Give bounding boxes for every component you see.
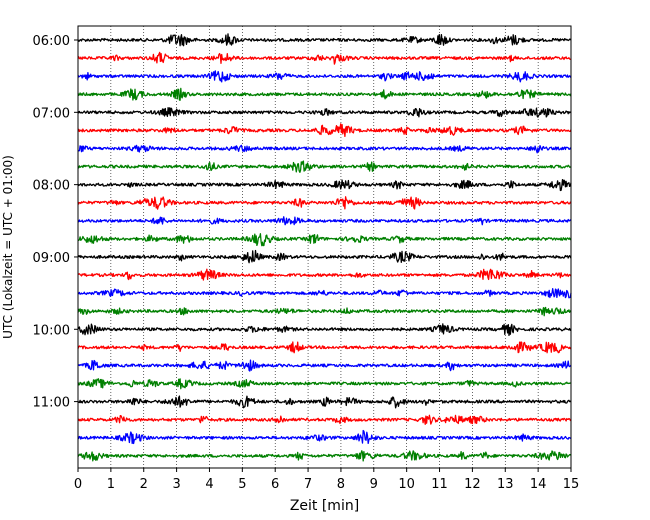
trace-0830 bbox=[77, 216, 571, 226]
y-tick-label: 10:00 bbox=[33, 323, 70, 338]
trace-0930 bbox=[77, 288, 572, 299]
trace-1015 bbox=[77, 341, 572, 354]
trace-0800 bbox=[77, 178, 572, 192]
trace-1100 bbox=[77, 395, 572, 409]
x-tick-label: 5 bbox=[238, 477, 246, 492]
x-tick-label: 2 bbox=[140, 477, 148, 492]
trace-0900 bbox=[77, 249, 572, 264]
x-tick-label: 0 bbox=[74, 477, 82, 492]
trace-1115 bbox=[77, 414, 572, 425]
trace-0945 bbox=[77, 306, 572, 317]
trace-0730 bbox=[77, 144, 572, 154]
y-axis-ticks: 06:00 07:00 08:00 09:00 10:00 11:00 bbox=[33, 34, 78, 411]
x-tick-label: 9 bbox=[370, 477, 378, 492]
x-tick-label: 7 bbox=[304, 477, 312, 492]
y-tick-label: 11:00 bbox=[33, 396, 70, 411]
trace-1030 bbox=[77, 359, 572, 372]
x-tick-label: 3 bbox=[172, 477, 180, 492]
trace-1145 bbox=[77, 450, 572, 462]
x-tick-label: 15 bbox=[563, 477, 580, 492]
y-axis-label: UTC (Lokalzeit = UTC + 01:00) bbox=[1, 155, 15, 339]
plot-frame bbox=[77, 25, 572, 469]
trace-0645 bbox=[77, 87, 572, 101]
trace-1130 bbox=[77, 429, 571, 445]
x-tick-label: 13 bbox=[497, 477, 514, 492]
x-tick-label: 8 bbox=[337, 477, 345, 492]
trace-0715 bbox=[77, 123, 572, 138]
x-tick-label: 4 bbox=[205, 477, 213, 492]
trace-0615 bbox=[77, 51, 572, 65]
x-tick-label: 11 bbox=[431, 477, 448, 492]
x-tick-label: 14 bbox=[530, 477, 547, 492]
trace-0630 bbox=[77, 70, 572, 83]
x-axis-label: Zeit [min] bbox=[290, 498, 359, 514]
y-tick-label: 08:00 bbox=[33, 179, 70, 194]
trace-0700 bbox=[77, 107, 572, 118]
y-tick-label: 07:00 bbox=[33, 106, 70, 121]
x-tick-label: 1 bbox=[107, 477, 115, 492]
trace-0915 bbox=[77, 268, 572, 281]
trace-0845 bbox=[77, 233, 572, 247]
trace-0745 bbox=[77, 160, 572, 173]
trace-0600 bbox=[77, 33, 572, 47]
x-tick-label: 10 bbox=[398, 477, 415, 492]
trace-1045 bbox=[77, 378, 572, 390]
x-axis-ticks: 0 1 2 3 4 5 6 7 8 9 10 11 12 13 14 15 bbox=[74, 468, 579, 492]
trace-group bbox=[77, 33, 572, 462]
y-tick-label: 06:00 bbox=[33, 34, 70, 49]
y-tick-label: 09:00 bbox=[33, 251, 70, 266]
trace-0815 bbox=[77, 196, 572, 210]
x-tick-label: 12 bbox=[464, 477, 481, 492]
x-tick-label: 6 bbox=[271, 477, 279, 492]
trace-1000 bbox=[77, 323, 572, 337]
